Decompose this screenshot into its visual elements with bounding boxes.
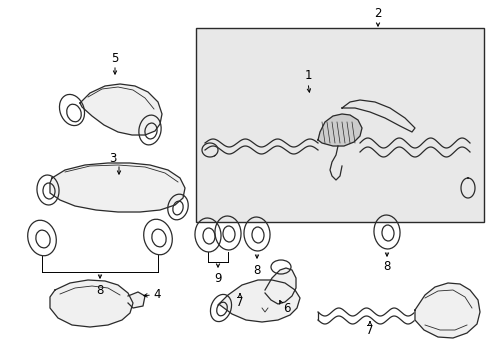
Polygon shape — [128, 292, 145, 308]
Text: 7: 7 — [236, 297, 243, 310]
Polygon shape — [218, 280, 299, 322]
Polygon shape — [50, 163, 184, 212]
Text: 7: 7 — [366, 324, 373, 338]
Text: 5: 5 — [111, 51, 119, 64]
Text: 8: 8 — [383, 261, 390, 274]
Text: 6: 6 — [283, 302, 290, 315]
Polygon shape — [317, 114, 361, 146]
Text: 3: 3 — [109, 152, 117, 165]
Polygon shape — [50, 280, 133, 327]
Polygon shape — [264, 268, 295, 304]
Text: 8: 8 — [96, 284, 103, 297]
Polygon shape — [414, 283, 479, 338]
Bar — [196, 28, 483, 222]
Text: 4: 4 — [153, 288, 161, 302]
Text: 1: 1 — [304, 68, 311, 81]
Text: 9: 9 — [214, 273, 221, 285]
Text: 2: 2 — [373, 6, 381, 19]
Text: 8: 8 — [253, 264, 260, 276]
Polygon shape — [80, 84, 162, 135]
